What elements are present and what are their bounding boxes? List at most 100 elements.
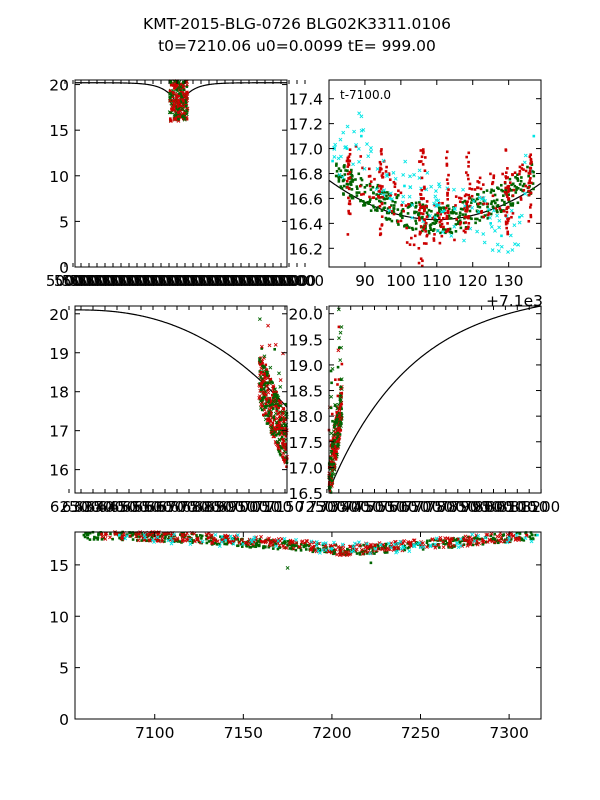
panel-b-point-dark_green xyxy=(349,180,352,184)
panel-b-point-red xyxy=(518,172,521,176)
panel-b-point-red xyxy=(528,166,532,170)
panel-b-point-dark_green xyxy=(339,169,343,173)
panel-e-point-red xyxy=(380,546,384,551)
panel-d-xtick-label: 7550 xyxy=(367,498,405,516)
panel-b-point-red xyxy=(405,241,409,244)
panel-b-point-dark_green xyxy=(411,228,415,231)
panel-b-point-cyan xyxy=(407,194,412,199)
panel-c-point-dark_green xyxy=(260,347,264,350)
panel-b-point-cyan xyxy=(477,195,482,200)
panel-c-point-red xyxy=(264,363,268,367)
panel-e-point-red xyxy=(462,538,467,543)
panel-c-point-dark_green xyxy=(273,347,276,351)
panel-b-point-dark_green xyxy=(363,186,367,189)
panel-b-point-dark_green xyxy=(397,223,400,226)
panel-b-point-dark_green xyxy=(496,210,499,214)
panel-a-xtick-label: 5000 xyxy=(166,272,204,290)
panel-e-point-dark_green xyxy=(303,543,307,546)
panel-d-xtick-label: 7650 xyxy=(391,498,429,516)
panel-b-point-red xyxy=(528,179,531,183)
panel-b-point-red xyxy=(407,202,410,206)
panel-e-point-dark_green xyxy=(262,545,265,548)
panel-d-point-dark_green xyxy=(329,394,334,399)
panel-e-point-dark_green xyxy=(493,532,497,536)
panel-e-point-red xyxy=(513,537,518,541)
panel-a-xtick-label: 5000 xyxy=(142,272,180,290)
panel-e-point-dark_green xyxy=(369,561,373,565)
panel-e-point-cyan xyxy=(172,532,176,537)
panel-c-point-red xyxy=(258,397,262,401)
panel-e-point-red xyxy=(496,538,501,543)
panel-a-xtick-label: 5000 xyxy=(238,272,276,290)
panel-b-data-point-dark_green xyxy=(507,193,510,196)
panel-e-point-dark_green xyxy=(210,534,213,538)
panel-b-point-red xyxy=(425,233,429,237)
panel-b-point-red xyxy=(506,195,509,199)
panel-e-point-cyan xyxy=(433,542,437,547)
panel-c-point-red xyxy=(264,375,268,378)
panel-b-point-cyan xyxy=(425,170,430,175)
panel-b-point-dark_green xyxy=(489,212,493,216)
panel-b-point-red xyxy=(458,200,462,204)
panel-b-point-dark_green xyxy=(386,191,389,194)
panel-e-point-cyan xyxy=(483,535,488,540)
panel-e-point-dark_green xyxy=(509,537,513,541)
panel-b-data-point-dark_green xyxy=(421,215,424,219)
panel-b-point-cyan xyxy=(400,200,405,205)
panel-b-point-cyan xyxy=(352,129,357,134)
panel-b-point-red xyxy=(419,160,423,163)
panel-b-point-dark_green xyxy=(410,226,414,230)
panel-b-xtick-label: 130 xyxy=(494,272,524,290)
panel-b-point-cyan xyxy=(403,159,408,164)
panel-b-point-dark_green xyxy=(461,213,464,216)
panel-b-point-red xyxy=(445,217,448,220)
panel-a-xtick-label: 5000 xyxy=(182,272,220,290)
panel-b-point-red xyxy=(463,194,467,198)
panel-b-point-dark_green xyxy=(494,201,497,205)
panel-e-point-cyan xyxy=(472,539,477,543)
panel-b-data-point-cyan xyxy=(442,209,446,213)
panel-e-point-red xyxy=(408,540,413,545)
panel-b-point-red xyxy=(348,199,352,203)
panel-e-point-dark_green xyxy=(306,543,309,547)
panel-a-full-lightcurve: 0510152050005000500050005000500050005000… xyxy=(46,77,324,290)
panel-b-point-red xyxy=(359,184,362,188)
panel-c-point-red xyxy=(263,375,268,380)
panel-c-ytick-label: 17 xyxy=(49,423,69,441)
panel-e-point-dark_green xyxy=(92,538,96,541)
panel-b-point-dark_green xyxy=(379,192,382,195)
panel-d-point-dark_green xyxy=(335,434,340,439)
panel-d-point-dark_green xyxy=(339,325,344,329)
panel-b-point-red xyxy=(425,215,429,219)
panel-b-point-cyan xyxy=(417,168,422,173)
panel-d-ytick-label: 18.0 xyxy=(288,408,323,426)
panel-e-data-point-dark_green xyxy=(286,544,289,547)
panel-e-data-point-red xyxy=(100,532,103,536)
panel-c-point-red xyxy=(275,409,278,412)
panel-c-point-red xyxy=(260,385,263,389)
panel-b-point-red xyxy=(368,184,372,188)
panel-c-point-red xyxy=(265,368,268,371)
panel-a-point-dark_green xyxy=(180,91,183,94)
panel-b-ytick-label: 16.8 xyxy=(288,166,323,184)
panel-d-xtick-label: 7600 xyxy=(379,498,417,516)
panel-b-point-red xyxy=(487,212,491,215)
panel-b-point-dark_green xyxy=(519,179,523,183)
panel-e-point-dark_green xyxy=(373,552,376,555)
panel-e-point-dark_green xyxy=(188,539,192,543)
panel-c-point-red xyxy=(271,398,276,403)
panel-e-point-dark_green xyxy=(466,539,469,542)
panel-c-point-dark_green xyxy=(260,408,264,412)
panel-a-point-dark_green xyxy=(184,112,189,117)
panel-d-point-red xyxy=(334,378,337,381)
panel-d-xtick-label: 8100 xyxy=(498,498,536,516)
panel-b-point-cyan xyxy=(359,114,364,119)
panel-b-point-dark_green xyxy=(363,201,366,205)
panel-e-point-red xyxy=(195,537,200,542)
panel-e-data-point-cyan xyxy=(536,533,539,537)
panel-b-point-red xyxy=(410,236,413,240)
panel-b-point-dark_green xyxy=(415,222,418,225)
panel-d-point-red xyxy=(336,428,340,432)
panel-a-xtick-label: 5000 xyxy=(246,272,284,290)
panel-b-point-cyan xyxy=(345,124,350,129)
